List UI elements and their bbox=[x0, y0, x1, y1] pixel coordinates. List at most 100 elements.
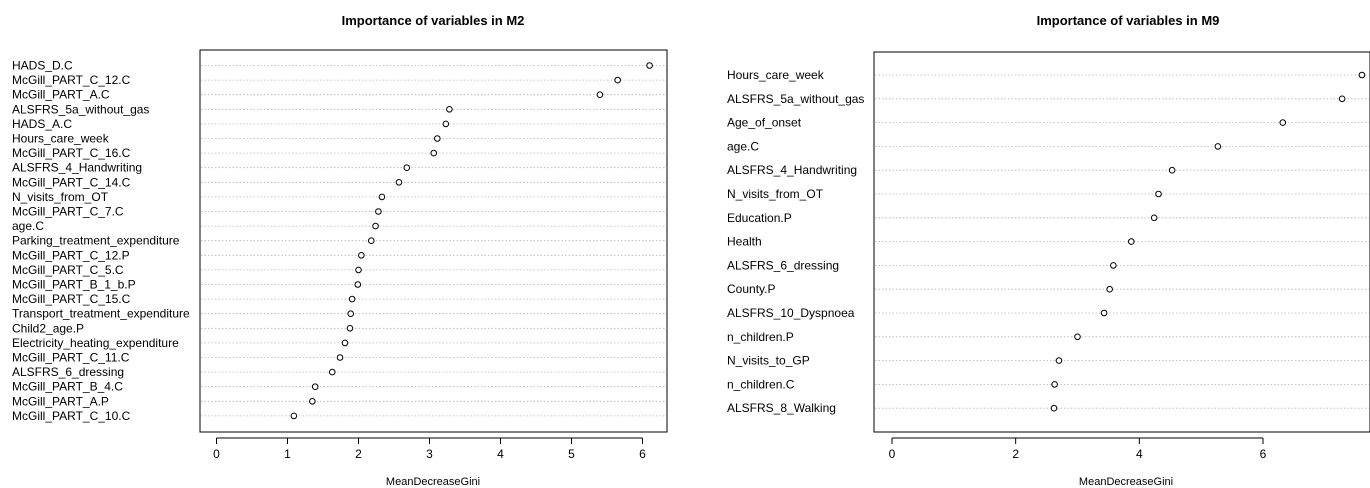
x-tick-label: 3 bbox=[426, 447, 433, 461]
data-point bbox=[1358, 71, 1366, 79]
data-point bbox=[446, 106, 453, 113]
data-point bbox=[372, 222, 379, 230]
variable-label: Age_of_onset bbox=[727, 116, 802, 130]
variable-label: Health bbox=[727, 235, 762, 249]
variable-label: Education.P bbox=[727, 211, 792, 225]
data-point bbox=[1168, 166, 1176, 174]
variable-label: McGill_PART_C_5.C bbox=[12, 263, 124, 277]
variable-label: McGill_PART_B_1_b.P bbox=[12, 278, 136, 292]
data-point bbox=[309, 398, 316, 405]
data-point bbox=[646, 62, 653, 69]
data-point bbox=[375, 208, 382, 215]
variable-label: n_children.P bbox=[727, 330, 794, 344]
variable-label: N_visits_from_OT bbox=[727, 187, 824, 201]
variable-label: N_visits_to_GP bbox=[727, 354, 810, 368]
variable-label: ALSFRS_10_Dyspnoea bbox=[727, 306, 855, 320]
chart-title: Importance of variables in M2 bbox=[342, 13, 525, 28]
variable-label: ALSFRS_8_Walking bbox=[727, 401, 836, 415]
variable-label: ALSFRS_4_Handwriting bbox=[727, 163, 857, 177]
variable-label: ALSFRS_5a_without_gas bbox=[727, 92, 864, 106]
data-point bbox=[341, 339, 349, 347]
x-tick-label: 2 bbox=[355, 447, 362, 461]
chart-panel-m9: Importance of variables in M9 MeanDecrea… bbox=[727, 13, 1370, 488]
data-point bbox=[346, 325, 354, 332]
data-point bbox=[442, 120, 450, 128]
data-point bbox=[348, 295, 356, 303]
data-point bbox=[1150, 214, 1158, 222]
variable-label: N_visits_from_OT bbox=[12, 190, 109, 204]
x-tick-label: 2 bbox=[1012, 447, 1019, 461]
data-point bbox=[403, 164, 411, 171]
x-tick-label: 6 bbox=[639, 447, 646, 461]
x-tick-label: 0 bbox=[889, 447, 896, 461]
variable-label: McGill_PART_C_7.C bbox=[12, 205, 124, 219]
x-axis-label: MeanDecreaseGini bbox=[386, 476, 480, 488]
data-point bbox=[434, 135, 441, 142]
chart-panel-m2: Importance of variables in M2 MeanDecrea… bbox=[12, 13, 668, 488]
data-point bbox=[336, 354, 344, 361]
data-point bbox=[311, 383, 319, 391]
data-point bbox=[347, 310, 354, 318]
variable-label: Electricity_heating_expenditure bbox=[12, 336, 179, 350]
variable-label: age.C bbox=[727, 139, 759, 153]
data-point bbox=[1338, 95, 1346, 103]
data-point bbox=[430, 149, 438, 157]
chart-title: Importance of variables in M9 bbox=[1037, 13, 1220, 28]
data-point bbox=[596, 91, 604, 98]
variable-label: McGill_PART_C_10.C bbox=[12, 409, 131, 423]
data-point bbox=[1106, 285, 1113, 293]
variable-label: Child2_age.P bbox=[12, 321, 84, 335]
x-tick-label: 0 bbox=[213, 447, 220, 461]
variable-label: McGill_PART_A.C bbox=[12, 88, 110, 102]
data-point bbox=[1279, 119, 1287, 126]
variable-label: County.P bbox=[727, 282, 775, 296]
variable-label: ALSFRS_6_dressing bbox=[727, 258, 839, 272]
data-point bbox=[328, 368, 336, 376]
data-point bbox=[358, 252, 365, 259]
data-point bbox=[1127, 238, 1135, 245]
data-point bbox=[290, 412, 298, 420]
x-tick-label: 4 bbox=[1136, 447, 1143, 461]
variable-label: ALSFRS_4_Handwriting bbox=[12, 161, 142, 175]
data-point bbox=[355, 266, 362, 274]
variable-label: McGill_PART_C_15.C bbox=[12, 292, 131, 306]
x-tick-label: 5 bbox=[568, 447, 575, 461]
x-axis-label: MeanDecreaseGini bbox=[1079, 476, 1173, 488]
data-point bbox=[1214, 143, 1222, 150]
data-point bbox=[1100, 309, 1108, 317]
x-tick-label: 6 bbox=[1260, 447, 1267, 461]
variable-label: McGill_PART_C_12.P bbox=[12, 248, 130, 262]
variable-label: HADS_A.C bbox=[12, 117, 72, 131]
data-point bbox=[395, 179, 403, 186]
data-point bbox=[367, 237, 375, 244]
plot-frame bbox=[199, 49, 668, 433]
x-tick-label: 1 bbox=[284, 447, 291, 461]
variable-label: McGill_PART_B_4.C bbox=[12, 380, 123, 394]
variable-label: McGill_PART_C_16.C bbox=[12, 146, 131, 160]
variable-label: Hours_care_week bbox=[727, 68, 825, 82]
x-tick-label: 4 bbox=[497, 447, 504, 461]
data-point bbox=[1050, 404, 1058, 412]
variable-label: ALSFRS_6_dressing bbox=[12, 365, 124, 379]
data-point bbox=[354, 281, 362, 288]
variable-label: ALSFRS_5a_without_gas bbox=[12, 102, 149, 116]
data-point bbox=[1051, 381, 1058, 388]
variable-label: McGill_PART_A.P bbox=[12, 394, 109, 408]
variable-label: McGill_PART_C_12.C bbox=[12, 73, 131, 87]
variable-label: HADS_D.C bbox=[12, 59, 73, 73]
data-point bbox=[378, 193, 386, 201]
data-point bbox=[1110, 262, 1117, 269]
variable-label: Hours_care_week bbox=[12, 132, 110, 146]
data-point bbox=[614, 76, 621, 84]
data-point bbox=[1055, 357, 1063, 364]
variable-label: age.C bbox=[12, 219, 44, 233]
data-point bbox=[1155, 190, 1162, 198]
plot-frame bbox=[873, 51, 1370, 433]
variable-label: n_children.C bbox=[727, 377, 795, 391]
variable-label: Parking_treatment_expenditure bbox=[12, 234, 180, 248]
variable-label: McGill_PART_C_14.C bbox=[12, 175, 131, 189]
variable-label: McGill_PART_C_11.C bbox=[12, 351, 130, 365]
data-point bbox=[1074, 333, 1081, 341]
variable-label: Transport_treatment_expenditure bbox=[12, 307, 190, 321]
